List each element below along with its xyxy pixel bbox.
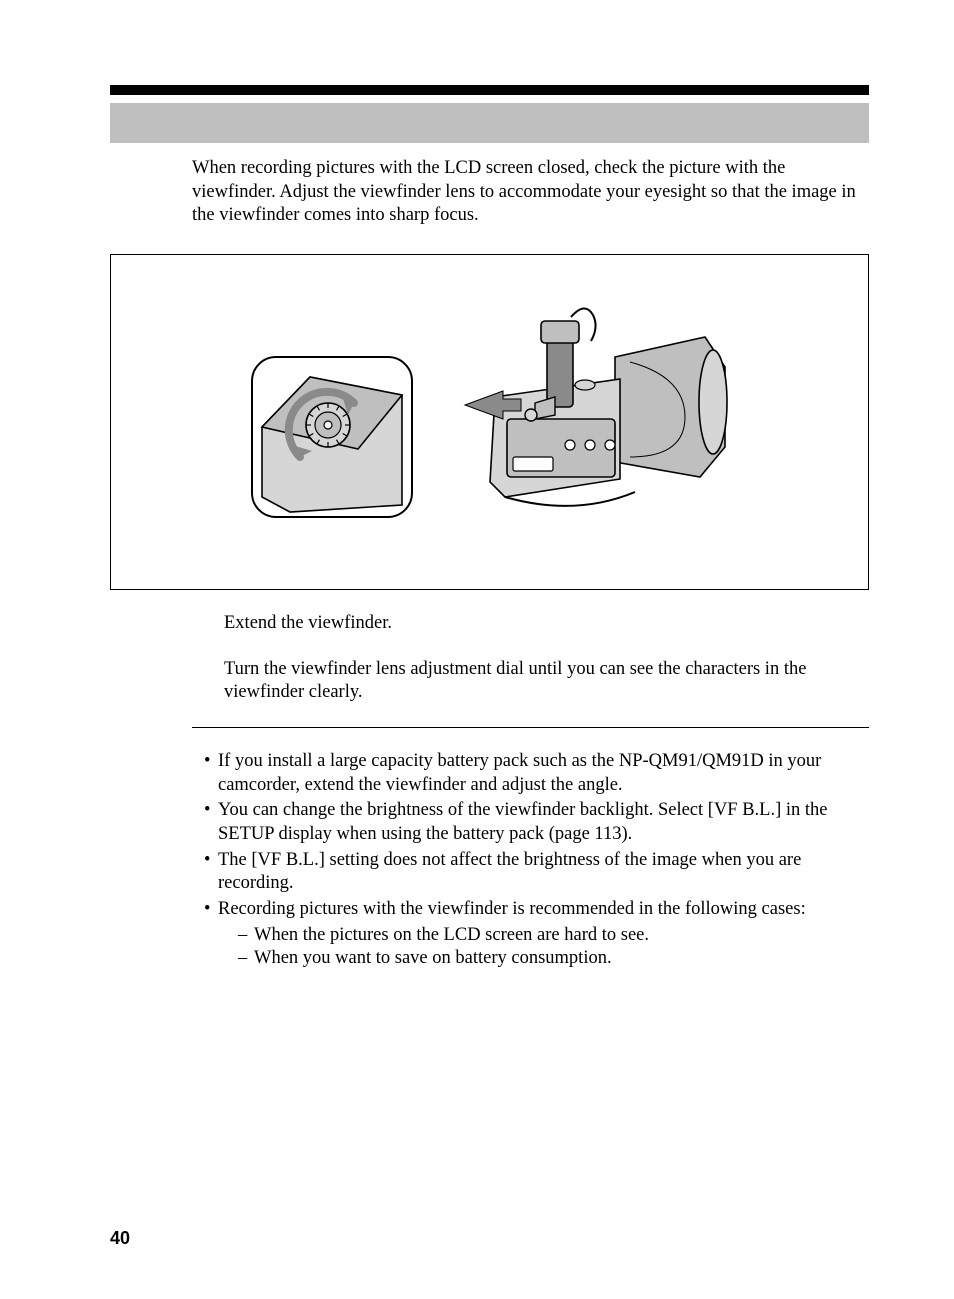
dash-icon: – bbox=[238, 947, 254, 971]
page: When recording pictures with the LCD scr… bbox=[0, 0, 954, 1299]
note-bullet-4: • Recording pictures with the viewfinder… bbox=[204, 898, 859, 922]
gray-heading-band bbox=[110, 103, 869, 143]
note-bullet-3: • The [VF B.L.] setting does not affect … bbox=[204, 849, 859, 896]
bullet-dot-icon: • bbox=[204, 799, 218, 846]
note-text: The [VF B.L.] setting does not affect th… bbox=[218, 849, 859, 896]
bullet-dot-icon: • bbox=[204, 750, 218, 797]
dash-icon: – bbox=[238, 924, 254, 948]
notes-section: • If you install a large capacity batter… bbox=[204, 750, 859, 971]
note-subitem-1: – When the pictures on the LCD screen ar… bbox=[238, 924, 859, 948]
intro-paragraph: When recording pictures with the LCD scr… bbox=[192, 157, 859, 228]
camcorder-illustration-svg bbox=[250, 307, 730, 537]
note-subitem-2: – When you want to save on battery consu… bbox=[238, 947, 859, 971]
note-bullet-2: • You can change the brightness of the v… bbox=[204, 799, 859, 846]
note-subtext: When the pictures on the LCD screen are … bbox=[254, 924, 859, 948]
figure-illustration bbox=[250, 307, 730, 537]
section-divider bbox=[192, 727, 869, 728]
note-subtext: When you want to save on battery consump… bbox=[254, 947, 859, 971]
bullet-dot-icon: • bbox=[204, 849, 218, 896]
note-text: You can change the brightness of the vie… bbox=[218, 799, 859, 846]
note-text: If you install a large capacity battery … bbox=[218, 750, 859, 797]
page-number: 40 bbox=[110, 1228, 130, 1249]
note-bullet-1: • If you install a large capacity batter… bbox=[204, 750, 859, 797]
top-black-bar bbox=[110, 85, 869, 95]
figure-box bbox=[110, 254, 869, 590]
step-2: Turn the viewfinder lens adjustment dial… bbox=[224, 658, 859, 705]
steps-list: Extend the viewfinder. Turn the viewfind… bbox=[224, 612, 859, 705]
note-text: Recording pictures with the viewfinder i… bbox=[218, 898, 859, 922]
step-1: Extend the viewfinder. bbox=[224, 612, 859, 636]
bullet-dot-icon: • bbox=[204, 898, 218, 922]
